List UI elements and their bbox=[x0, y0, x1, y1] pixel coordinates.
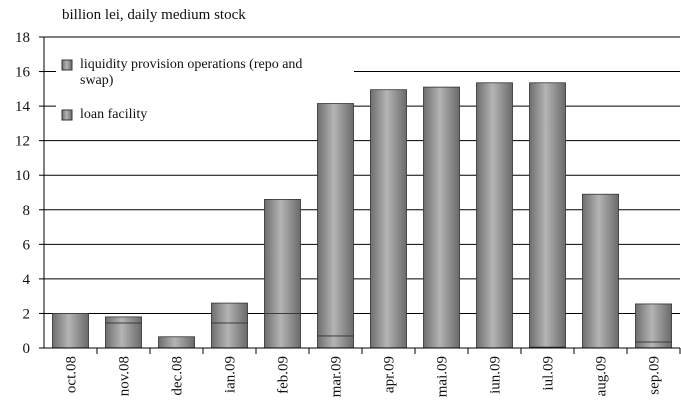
bar-segment bbox=[635, 303, 672, 343]
bar-segment bbox=[317, 103, 354, 337]
x-tick-label: aug.09 bbox=[594, 356, 610, 396]
bar-segment bbox=[105, 322, 142, 349]
x-tick-label: mar.09 bbox=[329, 356, 345, 397]
x-tick-label: ian.09 bbox=[223, 356, 239, 393]
x-tick-label: oct.08 bbox=[64, 356, 80, 393]
y-tick-label: 0 bbox=[23, 341, 31, 357]
y-tick-label: 14 bbox=[15, 99, 31, 115]
x-tick-label: iun.09 bbox=[488, 356, 504, 394]
bar-segment bbox=[264, 199, 301, 314]
bar-segment bbox=[370, 89, 407, 349]
bar-segment bbox=[476, 82, 513, 349]
y-tick-label: 8 bbox=[23, 203, 31, 219]
bar-segment bbox=[529, 82, 566, 348]
y-tick-label: 18 bbox=[15, 30, 30, 46]
legend-label: loan facility bbox=[80, 107, 310, 123]
y-tick-label: 2 bbox=[23, 306, 31, 322]
legend-swatch bbox=[61, 109, 73, 121]
x-tick-label: dec.08 bbox=[170, 356, 186, 396]
chart-title: billion lei, daily medium stock bbox=[62, 7, 246, 23]
y-tick-label: 6 bbox=[23, 237, 31, 253]
bar-segment bbox=[317, 335, 354, 349]
bar-segment bbox=[423, 86, 460, 349]
bar-segment bbox=[635, 341, 672, 349]
bar-segment bbox=[105, 316, 142, 324]
y-tick-label: 10 bbox=[15, 168, 30, 184]
x-tick-label: iul.09 bbox=[541, 356, 557, 391]
x-tick-label: mai.09 bbox=[435, 356, 451, 397]
y-tick-label: 16 bbox=[15, 65, 31, 81]
x-tick-label: feb.09 bbox=[276, 356, 292, 394]
bar-segment bbox=[211, 302, 248, 324]
bar-segment bbox=[52, 313, 89, 349]
x-tick-label: nov.08 bbox=[117, 356, 133, 396]
bar-segment bbox=[582, 193, 619, 349]
y-tick-label: 12 bbox=[15, 134, 30, 150]
x-tick-label: sep.09 bbox=[647, 356, 663, 395]
bar-segment bbox=[158, 336, 195, 349]
y-tick-label: 4 bbox=[23, 272, 31, 288]
legend-swatch bbox=[61, 59, 73, 71]
x-tick-label: apr.09 bbox=[382, 356, 398, 393]
legend-label: liquidity provision operations (repo and… bbox=[80, 57, 310, 89]
bar-segment bbox=[264, 313, 301, 349]
bar-segment bbox=[211, 322, 248, 349]
